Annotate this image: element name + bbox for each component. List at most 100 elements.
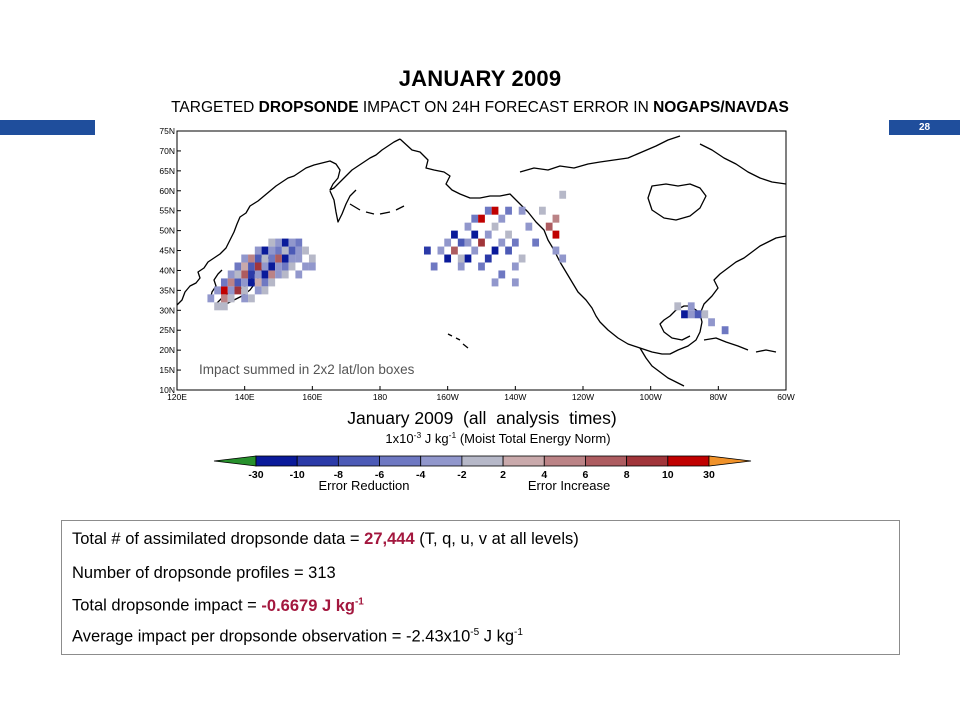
colorbar-level-label: 4 (541, 469, 547, 481)
impact-cell (268, 254, 276, 263)
impact-cell (214, 286, 221, 295)
colorbar-high-arrow (708, 455, 752, 467)
colorbar-level-label: 2 (500, 469, 506, 481)
impact-cell (491, 206, 499, 215)
colorbar-level-label: 30 (703, 469, 715, 481)
colorbar-level-label: 8 (624, 469, 630, 481)
impact-cell (444, 238, 452, 247)
colorbar: -30 -10 -8 -6 -4 -2 2 4 6 8 10 30 (213, 455, 752, 481)
subtitle-model: NOGAPS/NAVDAS (653, 99, 789, 116)
impact-cell (281, 238, 289, 247)
impact-cell (241, 262, 249, 271)
impact-cell (254, 262, 262, 271)
y-tick-label: 45N (159, 246, 175, 256)
page-title: JANUARY 2009 (398, 66, 562, 91)
impact-cell (308, 254, 316, 263)
impact-cell (505, 230, 512, 239)
stat-average-prefix: Average impact per dropsonde observation… (72, 627, 471, 646)
hispaniola-outline (755, 349, 777, 353)
impact-cell (478, 262, 485, 271)
impact-cell (234, 278, 242, 287)
impact-cell (457, 238, 465, 247)
impact-cell (214, 302, 221, 311)
impact-cell (464, 254, 472, 263)
impact-cell (559, 190, 567, 199)
impact-cell (281, 262, 289, 271)
hawaii-islands (447, 333, 469, 349)
y-tick-label: 70N (159, 146, 175, 156)
impact-cell (552, 230, 560, 239)
korea-coastline (209, 269, 223, 301)
impact-cell (275, 254, 282, 263)
subtitle-part-3: IMPACT ON 24H FORECAST ERROR IN (358, 99, 654, 116)
page-subtitle: TARGETED DROPSONDE IMPACT ON 24H FORECAS… (0, 99, 960, 117)
x-tick-label: 60W (777, 392, 794, 402)
impact-cell (437, 246, 445, 255)
impact-cell (505, 246, 512, 255)
impact-cell (241, 286, 249, 295)
subtitle-dropsonde: DROPSONDE (258, 99, 359, 116)
impact-cell (457, 262, 465, 271)
north-america-east-coastline (699, 235, 787, 315)
impact-cell (423, 246, 431, 255)
stat-total-impact-number: -0.6679 J kg (261, 596, 355, 615)
colorbar-level-label: -30 (248, 469, 263, 481)
x-tick-label: 140W (504, 392, 526, 402)
units-part-1: 1x10 (385, 431, 413, 446)
impact-cell (275, 238, 282, 247)
colorbar-level-label: 6 (583, 469, 589, 481)
colorbar-bin (337, 455, 380, 467)
impact-cell (451, 246, 458, 255)
y-tick-label: 15N (159, 365, 175, 375)
impact-cell (457, 254, 465, 263)
stat-total-impact-exp: -1 (354, 596, 364, 607)
impact-cell (430, 262, 438, 271)
impact-cell (248, 278, 255, 287)
impact-cell (248, 262, 255, 271)
y-tick-label: 50N (159, 226, 175, 236)
axis-ticks: 120E 140E 160E 180 160W 140W 120W 100W 80W 60W 10N… (159, 126, 794, 402)
x-tick-label: 80W (710, 392, 727, 402)
impact-cell (498, 270, 506, 279)
impact-cell (261, 262, 269, 271)
stat-total-data-suffix: (T, q, u, v at all levels) (414, 530, 579, 548)
impact-cell (220, 294, 228, 303)
impact-cell (484, 230, 492, 239)
header-band-left (0, 120, 95, 135)
y-tick-label: 65N (159, 166, 175, 176)
colorbar-bin (461, 455, 504, 467)
impact-cell (444, 254, 452, 263)
stat-average-exp2: -1 (514, 627, 523, 638)
arctic-coastline (519, 135, 787, 185)
impact-cell (268, 270, 276, 279)
impact-cell (708, 318, 715, 327)
impact-cell (552, 246, 560, 255)
impact-cell (268, 262, 276, 271)
impact-cell (234, 286, 242, 295)
impact-cell (545, 222, 553, 231)
impact-cell (701, 310, 709, 319)
impact-cell (471, 214, 479, 223)
colorbar-level-label: -4 (416, 469, 425, 481)
chart-title: January 2009 (all analysis times) (347, 408, 616, 428)
x-tick-label: 180 (373, 392, 387, 402)
impact-cell (498, 214, 506, 223)
colorbar-bin (502, 455, 545, 467)
stat-total-data-prefix: Total # of assimilated dropsonde data = (72, 530, 365, 548)
impact-cell (302, 246, 309, 255)
impact-cell (484, 254, 492, 263)
impact-cell (518, 254, 526, 263)
cuba-outline (703, 337, 749, 351)
colorbar-level-label: -10 (290, 469, 305, 481)
impact-cell (505, 206, 512, 215)
impact-cell (302, 262, 309, 271)
y-tick-label: 35N (159, 285, 175, 295)
impact-cell (275, 246, 282, 255)
units-exp-2: -1 (449, 430, 457, 440)
units-part-2: J kg (421, 431, 448, 446)
y-tick-label: 10N (159, 385, 175, 395)
impact-cell (241, 278, 249, 287)
impact-cell (464, 238, 472, 247)
impact-cell (268, 246, 276, 255)
impact-cell (275, 270, 282, 279)
